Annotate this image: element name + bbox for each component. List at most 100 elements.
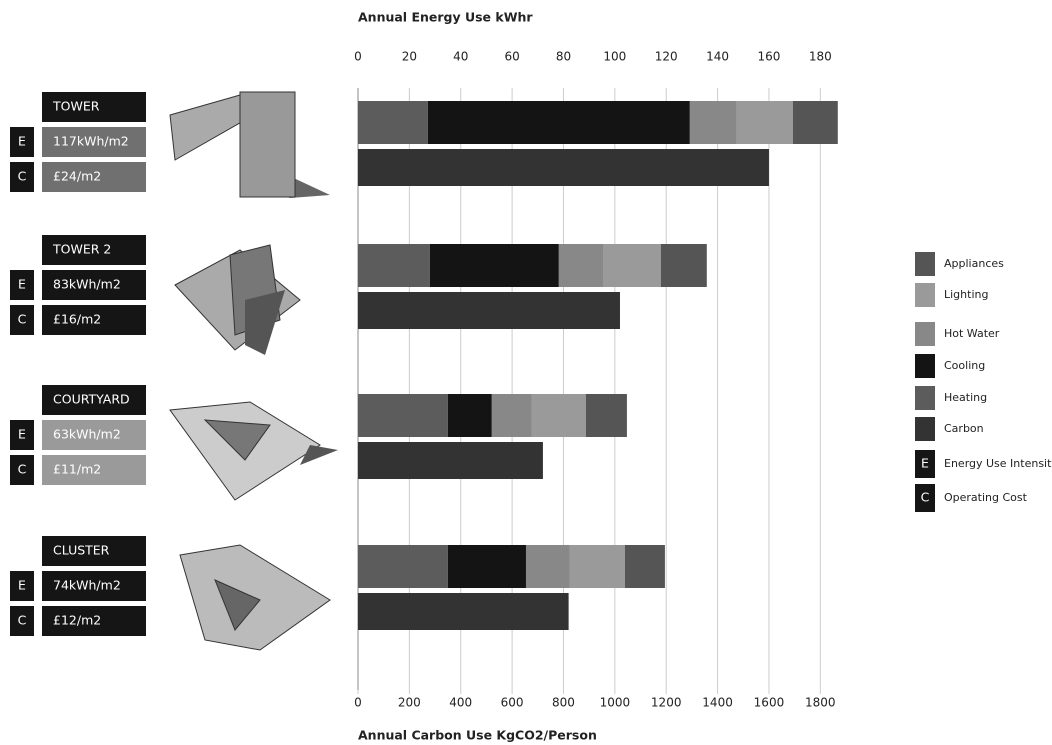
bar-segment: [569, 545, 625, 588]
bar-segment: [358, 394, 448, 437]
bar-segment: [447, 545, 526, 588]
x-tick-label: 140: [706, 50, 729, 64]
x-tick-label: 80: [556, 50, 571, 64]
name-box: [42, 235, 146, 265]
bar-segment: [689, 101, 737, 144]
legend-label: Cooling: [944, 359, 985, 372]
cost-box: [42, 305, 146, 335]
carbon-bar: [358, 442, 543, 479]
eui-value: 63kWh/m2: [53, 427, 121, 442]
bar-segment: [429, 244, 559, 287]
bar-segment: [660, 244, 707, 287]
x2-tick-label: 1600: [754, 696, 785, 710]
cost-value: £16/m2: [53, 312, 101, 327]
badge-symbol: C: [18, 462, 27, 477]
bar-segment: [792, 101, 838, 144]
badge-symbol: C: [18, 613, 27, 628]
building-name: TOWER: [52, 99, 100, 114]
legend-swatch: [915, 386, 935, 410]
badge: [10, 162, 34, 192]
eui-box: [42, 420, 146, 450]
bar-segment: [427, 101, 690, 144]
badge-symbol: E: [18, 427, 26, 442]
legend-label: Energy Use Intensity: [944, 457, 1052, 470]
badge-symbol: E: [18, 578, 26, 593]
legend-badge: [915, 484, 935, 512]
carbon-bar: [358, 292, 620, 329]
badge: [10, 571, 34, 601]
x-tick-label: 0: [354, 50, 362, 64]
x2-tick-label: 400: [449, 696, 472, 710]
bar-segment: [531, 394, 586, 437]
x2-tick-label: 1800: [805, 696, 836, 710]
x2-tick-label: 0: [354, 696, 362, 710]
legend-swatch: [915, 322, 935, 346]
bar-segment: [358, 244, 430, 287]
x-tick-label: 20: [402, 50, 417, 64]
building-name: TOWER 2: [52, 242, 111, 257]
legend-swatch: [915, 252, 935, 276]
legend-badge: [915, 450, 935, 478]
x-tick-label: 180: [809, 50, 832, 64]
x2-tick-label: 200: [398, 696, 421, 710]
badge: [10, 455, 34, 485]
bar-segment: [736, 101, 793, 144]
x-tick-label: 60: [504, 50, 519, 64]
bar-segment: [358, 101, 428, 144]
building-images: [169, 91, 338, 651]
eui-value: 74kWh/m2: [53, 578, 121, 593]
bar-segment: [447, 394, 492, 437]
eui-box: [42, 571, 146, 601]
badge: [10, 270, 34, 300]
x-tick-label: 40: [453, 50, 468, 64]
x2-axis-title: Annual Carbon Use KgCO2/Person: [358, 728, 597, 743]
legend-label: Operating Cost: [944, 491, 1028, 504]
legend-label: Heating: [944, 391, 987, 404]
x-tick-label: 160: [757, 50, 780, 64]
x2-tick-label: 1200: [651, 696, 682, 710]
building-name: CLUSTER: [53, 543, 110, 558]
bar-segment: [624, 545, 665, 588]
badge: [10, 305, 34, 335]
x2-tick-label: 800: [552, 696, 575, 710]
cost-box: [42, 162, 146, 192]
bar-segment: [585, 394, 627, 437]
building-name: COURTYARD: [53, 392, 130, 407]
legend-label: Carbon: [944, 422, 984, 435]
x-tick-label: 120: [655, 50, 678, 64]
badge-symbol: E: [18, 134, 26, 149]
name-box: [42, 385, 146, 415]
bar-segment: [558, 244, 604, 287]
x2-tick-label: 1000: [600, 696, 631, 710]
x2-tick-label: 600: [501, 696, 524, 710]
name-box: [42, 92, 146, 122]
x2-tick-label: 1400: [702, 696, 733, 710]
bar-segment: [603, 244, 661, 287]
badge: [10, 420, 34, 450]
carbon-bar: [358, 149, 769, 186]
eui-box: [42, 127, 146, 157]
legend-badge-symbol: C: [921, 490, 930, 505]
badge: [10, 606, 34, 636]
name-box: [42, 536, 146, 566]
badge-symbol: E: [18, 277, 26, 292]
legend-swatch: [915, 354, 935, 378]
eui-value: 117kWh/m2: [53, 134, 129, 149]
legend-swatch: [915, 417, 935, 441]
bar-segment: [358, 545, 448, 588]
x-tick-label: 100: [603, 50, 626, 64]
legend-swatch: [915, 283, 935, 307]
badge-symbol: C: [18, 169, 27, 184]
badge-symbol: C: [18, 312, 27, 327]
cost-box: [42, 606, 146, 636]
cost-value: £12/m2: [53, 613, 101, 628]
legend-label: Lighting: [944, 288, 988, 301]
badge: [10, 127, 34, 157]
legend-badge-symbol: E: [921, 456, 929, 471]
cost-value: £11/m2: [53, 462, 101, 477]
cost-value: £24/m2: [53, 169, 101, 184]
cost-box: [42, 455, 146, 485]
x-axis-title: Annual Energy Use kWhr: [358, 10, 533, 25]
legend-label: Appliances: [944, 257, 1004, 270]
